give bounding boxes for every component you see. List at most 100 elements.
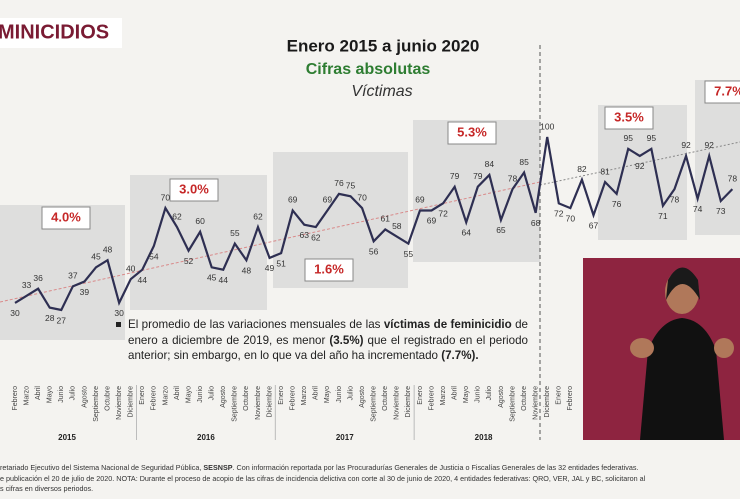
text: retariado Ejecutivo del Sistema Nacional… — [0, 463, 204, 472]
data-label: 68 — [531, 218, 541, 228]
x-tick-label: Enero — [278, 386, 285, 405]
text: e publicación el 20 de julio de 2020. NO… — [0, 474, 646, 483]
data-label: 70 — [357, 192, 367, 202]
x-tick-label: Marzo — [23, 386, 30, 406]
data-label: 72 — [438, 209, 448, 219]
x-tick-label: Julio — [486, 386, 493, 401]
data-label: 45 — [207, 273, 217, 283]
data-label: 67 — [589, 220, 599, 230]
data-label: 82 — [577, 164, 587, 174]
x-tick-label: Junio — [336, 386, 343, 403]
data-label: 85 — [519, 157, 529, 167]
data-label: 27 — [57, 315, 67, 325]
data-label: 62 — [311, 232, 321, 242]
bold-text: víctimas de feminicidio — [383, 318, 512, 331]
x-tick-label: Mayo — [185, 386, 192, 403]
header: MINICIDIOS — [0, 21, 109, 43]
variation-label: 1.6% — [314, 261, 344, 276]
data-label: 51 — [276, 258, 286, 268]
data-label: 52 — [184, 256, 194, 266]
variation-box — [304, 258, 354, 282]
data-label: 84 — [485, 159, 495, 169]
x-tick-label: Agosto — [359, 386, 366, 408]
data-label: 55 — [404, 249, 414, 259]
x-tick-label: Diciembre — [405, 386, 412, 418]
data-label: 92 — [635, 161, 645, 171]
data-label: 44 — [219, 275, 229, 285]
x-tick-label: Marzo — [301, 386, 308, 406]
data-label: 92 — [704, 140, 714, 150]
year-box — [695, 80, 740, 235]
data-label: 60 — [195, 216, 205, 226]
data-label: 45 — [91, 252, 101, 262]
data-label: 62 — [253, 211, 263, 221]
data-label: 78 — [670, 194, 680, 204]
variation-box — [704, 80, 740, 104]
x-tick-label: Octubre — [104, 386, 111, 411]
data-label: 36 — [33, 273, 43, 283]
text: que el registrado en el periodo anterior… — [128, 333, 528, 363]
data-label: 72 — [554, 209, 564, 219]
x-tick-label: Julio — [209, 386, 216, 401]
data-label: 30 — [10, 308, 20, 318]
variation-label: 4.0% — [51, 209, 81, 224]
x-tick-label: Diciembre — [128, 386, 135, 418]
data-label: 39 — [80, 287, 90, 297]
x-tick-label: Septiembre — [232, 386, 239, 422]
x-tick-label: Mayo — [463, 386, 470, 403]
year-label: 2015 — [58, 433, 76, 442]
data-label: 70 — [566, 213, 576, 223]
x-tick-label: Febrero — [290, 386, 297, 411]
x-tick-label: Enero — [556, 386, 563, 405]
x-tick-label: Marzo — [440, 386, 447, 406]
x-tick-label: Marzo — [162, 386, 169, 406]
data-label: 69 — [427, 216, 437, 226]
data-label: 71 — [658, 211, 668, 221]
x-tick-label: Febrero — [12, 386, 19, 411]
x-tick-label: Septiembre — [93, 386, 100, 422]
x-tick-label: Abril — [35, 386, 42, 400]
data-label: 49 — [265, 263, 275, 273]
x-tick-label: Agosto — [81, 386, 88, 408]
x-tick-label: Octubre — [243, 386, 250, 411]
x-tick-label: Agosto — [498, 386, 505, 408]
x-tick-label: Noviembre — [532, 386, 539, 420]
data-label: 69 — [323, 195, 333, 205]
x-tick-label: Octubre — [521, 386, 528, 411]
data-label: 28 — [45, 313, 55, 323]
data-label: 33 — [22, 280, 32, 290]
x-tick-label: Febrero — [151, 386, 158, 411]
x-tick-label: Abril — [313, 386, 320, 400]
data-label: 64 — [461, 228, 471, 238]
data-label: 79 — [450, 171, 460, 181]
x-tick-label: Septiembre — [371, 386, 378, 422]
interpreter — [583, 258, 740, 440]
x-tick-label: Julio — [347, 386, 354, 401]
data-label: 30 — [114, 308, 124, 318]
data-label: 78 — [508, 173, 518, 183]
bold-text: (3.5%) — [329, 333, 364, 347]
x-tick-label: Diciembre — [266, 386, 273, 418]
x-tick-label: Enero — [417, 386, 424, 405]
data-label: 92 — [681, 140, 691, 150]
x-tick-label: Junio — [58, 386, 65, 403]
data-label: 78 — [728, 173, 738, 183]
data-label: 81 — [600, 166, 610, 176]
x-tick-label: Febrero — [567, 386, 574, 411]
data-label: 48 — [242, 265, 252, 275]
data-label: 95 — [623, 133, 633, 143]
data-label: 48 — [103, 244, 113, 254]
x-tick-label: Diciembre — [544, 386, 551, 418]
variation-box — [447, 121, 497, 145]
x-tick-label: Julio — [70, 386, 77, 401]
data-label: 69 — [415, 195, 425, 205]
x-tick-label: Abril — [452, 386, 459, 400]
x-tick-label: Agosto — [220, 386, 227, 408]
data-label: 54 — [149, 251, 159, 261]
chart-subtitle: Cifras absolutas — [306, 61, 431, 78]
x-tick-label: Febrero — [428, 386, 435, 411]
x-tick-label: Junio — [197, 386, 204, 403]
footer-line: e publicación el 20 de julio de 2020. NO… — [0, 474, 740, 483]
